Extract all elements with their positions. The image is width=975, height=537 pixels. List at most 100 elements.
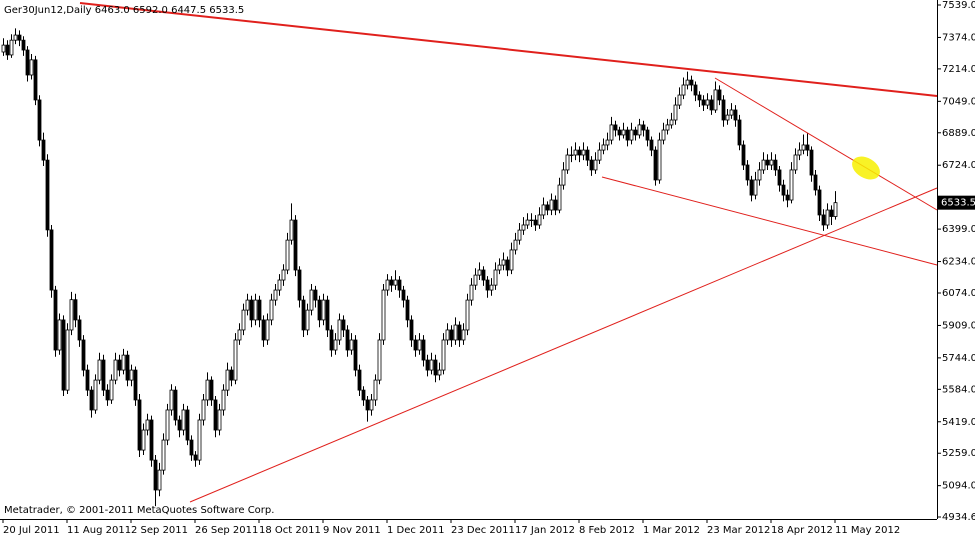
candle-body bbox=[641, 124, 646, 131]
x-tick-label: 23 Dec 2011 bbox=[451, 525, 515, 536]
candle-body bbox=[409, 319, 414, 341]
last-price-label: 6533.5 bbox=[941, 198, 975, 209]
candle-body bbox=[329, 329, 334, 351]
y-tick-label: 5259.0 bbox=[942, 448, 975, 459]
candle-body bbox=[517, 229, 522, 241]
x-tick-label: 9 Nov 2011 bbox=[323, 525, 381, 536]
y-tick-label: 5419.0 bbox=[942, 417, 975, 428]
candle-body bbox=[297, 269, 302, 301]
y-tick-label: 6399.0 bbox=[942, 224, 975, 235]
candle-body bbox=[37, 99, 42, 141]
candle-body bbox=[257, 299, 262, 321]
candles bbox=[1, 28, 838, 507]
candle-body bbox=[385, 279, 390, 291]
candle-body bbox=[289, 219, 294, 241]
y-tick-label: 5909.0 bbox=[942, 320, 975, 331]
candle-body bbox=[13, 34, 18, 41]
candle-body bbox=[673, 104, 678, 121]
candle-body bbox=[709, 99, 714, 111]
candle-body bbox=[313, 289, 318, 301]
candle-body bbox=[485, 279, 490, 291]
y-tick-label: 7214.0 bbox=[942, 64, 975, 75]
candle-body bbox=[805, 144, 810, 151]
candle-body bbox=[613, 124, 618, 131]
candle-body bbox=[5, 44, 10, 56]
candle-body bbox=[237, 329, 242, 341]
y-tick-label: 5744.0 bbox=[942, 353, 975, 364]
candle-body bbox=[729, 109, 734, 116]
candle-body bbox=[321, 299, 326, 321]
candle-body bbox=[553, 199, 558, 211]
candle-body bbox=[773, 159, 778, 171]
candle-body bbox=[469, 284, 474, 301]
candle-body bbox=[461, 329, 466, 341]
candle-body bbox=[669, 119, 674, 126]
y-tick-label: 4934.6 bbox=[942, 512, 975, 523]
candle-body bbox=[417, 339, 422, 351]
candle-body bbox=[733, 109, 738, 121]
candle-body bbox=[693, 84, 698, 96]
candle-body bbox=[317, 299, 322, 321]
candle-body bbox=[25, 49, 30, 76]
x-tick-label: 11 May 2012 bbox=[835, 525, 900, 536]
candle-body bbox=[589, 159, 594, 171]
candle-body bbox=[797, 149, 802, 156]
candle-body bbox=[581, 149, 586, 156]
candle-body bbox=[117, 359, 122, 371]
candle-body bbox=[125, 354, 130, 381]
candle-body bbox=[609, 124, 614, 141]
candle-body bbox=[765, 159, 770, 166]
candle-body bbox=[381, 289, 386, 341]
candle-body bbox=[701, 99, 706, 106]
candle-body bbox=[261, 319, 266, 341]
candle-body bbox=[189, 439, 194, 456]
candle-body bbox=[325, 299, 330, 331]
candle-body bbox=[605, 139, 610, 146]
candle-body bbox=[193, 454, 198, 461]
y-tick-label: 7049.0 bbox=[942, 96, 975, 107]
candle-body bbox=[825, 209, 830, 226]
candle-body bbox=[153, 459, 158, 491]
x-tick-label: 2 Sep 2011 bbox=[131, 525, 188, 536]
candle-body bbox=[309, 289, 314, 311]
candle-body bbox=[217, 409, 222, 431]
candle-body bbox=[441, 339, 446, 371]
candle-body bbox=[221, 389, 226, 411]
candle-body bbox=[681, 84, 686, 96]
x-tick-label: 26 Sep 2011 bbox=[195, 525, 258, 536]
candle-body bbox=[229, 369, 234, 381]
candle-body bbox=[625, 129, 630, 141]
trend-line bbox=[601, 176, 938, 266]
candle-body bbox=[453, 324, 458, 341]
candle-body bbox=[661, 129, 666, 141]
candle-body bbox=[201, 399, 206, 421]
candle-body bbox=[369, 399, 374, 411]
candle-body bbox=[617, 129, 622, 136]
candle-body bbox=[557, 184, 562, 211]
candle-body bbox=[305, 309, 310, 331]
candle-body bbox=[57, 319, 62, 351]
y-tick-label: 6889.0 bbox=[942, 128, 975, 139]
candle-body bbox=[121, 354, 126, 371]
highlight-marker bbox=[852, 156, 880, 180]
candle-body bbox=[105, 389, 110, 401]
candle-body bbox=[573, 149, 578, 156]
candle-body bbox=[165, 409, 170, 441]
y-tick-label: 6234.0 bbox=[942, 257, 975, 268]
candle-body bbox=[85, 369, 90, 391]
candle-body bbox=[341, 319, 346, 331]
x-tick-label: 23 Mar 2012 bbox=[707, 525, 770, 536]
candle-body bbox=[577, 149, 582, 156]
candle-body bbox=[137, 399, 142, 451]
candle-body bbox=[721, 99, 726, 121]
x-tick-label: 17 Jan 2012 bbox=[515, 525, 575, 536]
candle-body bbox=[449, 329, 454, 341]
candle-body bbox=[445, 329, 450, 341]
candle-body bbox=[829, 209, 834, 217]
candle-body bbox=[233, 339, 238, 381]
candle-body bbox=[813, 174, 818, 191]
candle-body bbox=[685, 79, 690, 86]
candle-body bbox=[833, 202, 838, 217]
